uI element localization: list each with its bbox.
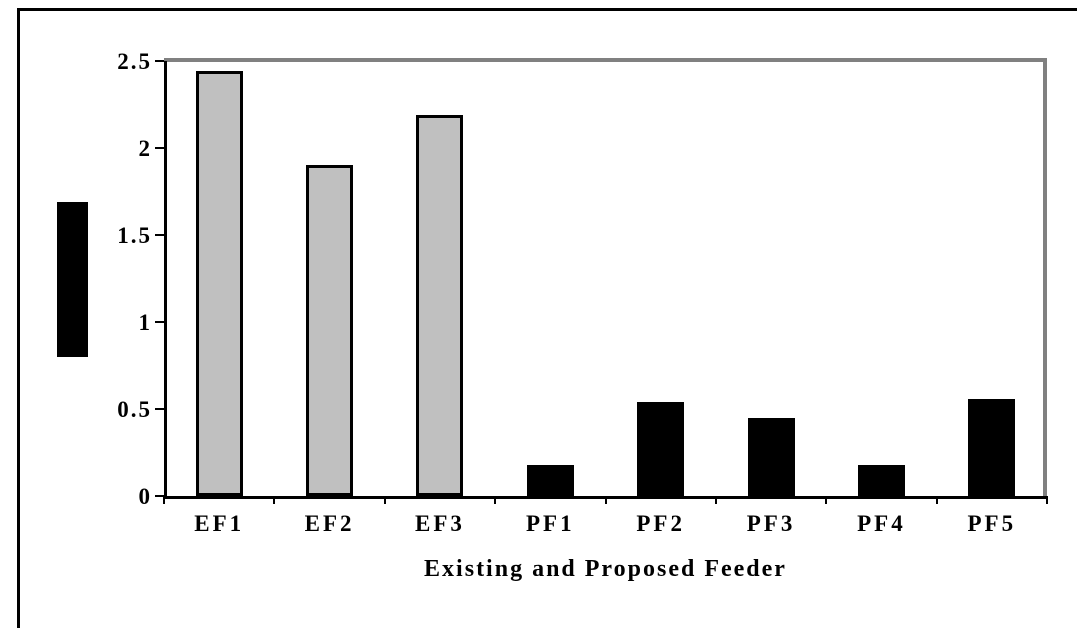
x-category-label-PF1: PF1 [526,511,575,536]
x-category-label-PF3: PF3 [746,511,796,536]
bar-EF1 [195,71,243,496]
y-tick-label: 1.5 [117,223,152,248]
x-category-label-PF2: PF2 [636,511,685,536]
y-axis-line [164,61,167,496]
plot-area-right-border [1043,58,1047,499]
y-tick-label: 0.5 [117,397,152,422]
x-axis-tick [494,496,497,504]
bar-PF3 [747,418,795,496]
y-axis-tick [155,147,164,149]
plot-area-top-border [164,58,1047,62]
x-axis-tick [604,496,607,504]
y-axis-tick [155,60,164,62]
y-tick-label: 2 [138,136,152,161]
y-tick-label: 2.5 [117,49,152,74]
x-axis-tick [935,496,938,504]
x-axis-tick [714,496,717,504]
bar-PF2 [637,402,685,496]
y-axis-tick [155,321,164,323]
x-axis-tick [163,496,165,504]
x-axis-title: Existing and Proposed Feeder [424,556,787,582]
bar-PF5 [968,399,1016,496]
x-category-label-EF3: EF3 [414,511,465,536]
y-axis-tick [155,234,164,236]
bar-PF4 [857,465,905,496]
y-axis-tick [155,408,164,410]
y-tick-label: 0 [138,484,152,509]
figure-frame-left-border [17,8,20,628]
y-axis-tick [155,495,164,497]
y-axis-title-block [57,202,88,357]
bar-PF1 [526,465,574,496]
x-axis-tick [825,496,828,504]
figure-frame-top-border [17,8,1077,11]
bar-EF2 [306,165,354,496]
x-axis-tick [273,496,276,504]
y-tick-label: 1 [138,310,152,335]
x-axis-tick [1046,496,1048,504]
bar-EF3 [416,115,464,496]
x-category-label-PF4: PF4 [857,511,906,536]
x-axis-tick [383,496,386,504]
x-category-label-PF5: PF5 [967,511,1017,536]
x-category-label-EF1: EF1 [194,511,245,536]
x-category-label-EF2: EF2 [304,511,355,536]
